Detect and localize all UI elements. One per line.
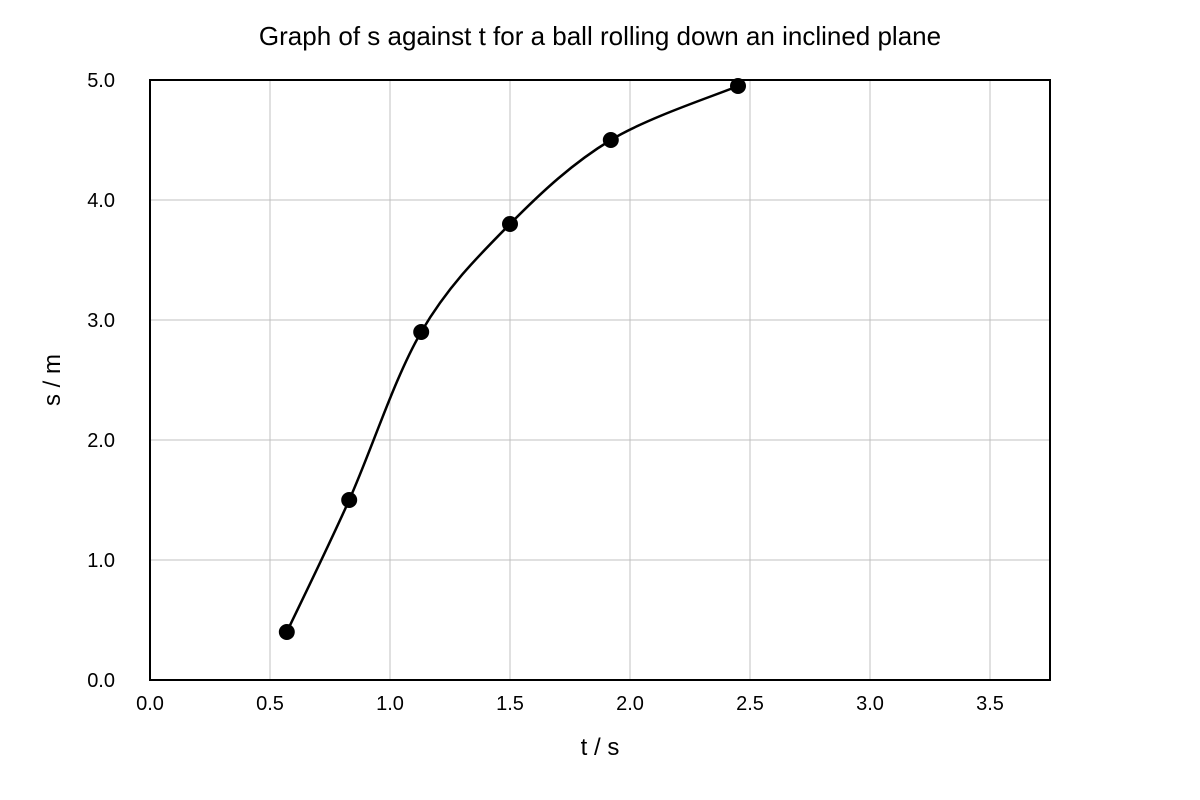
y-tick-label: 1.0 <box>87 550 115 572</box>
y-tick-label: 2.0 <box>87 430 115 452</box>
x-tick-label: 0.0 <box>136 693 164 715</box>
data-point <box>730 78 746 94</box>
chart-title: Graph of s against t for a ball rolling … <box>259 21 941 51</box>
data-point <box>602 132 619 148</box>
y-tick-label: 5.0 <box>87 70 115 92</box>
grid-lines <box>150 80 1050 680</box>
data-point <box>278 624 295 640</box>
y-tick-label: 0.0 <box>87 670 115 692</box>
x-tick-label: 3.5 <box>976 693 1004 715</box>
x-tick-label: 2.0 <box>616 693 644 715</box>
y-axis-ticks: 0.0 1.0 2.0 3.0 4.0 5.0 <box>87 70 115 692</box>
plot-frame <box>149 79 1051 681</box>
x-axis-ticks: 0.0 0.5 1.0 1.5 2.0 2.5 3.0 3.5 <box>136 693 1004 715</box>
y-tick-label: 3.0 <box>87 310 115 332</box>
data-point <box>413 324 430 340</box>
x-tick-label: 0.5 <box>256 693 284 715</box>
series-curve <box>285 84 739 633</box>
data-point <box>502 216 518 232</box>
data-point <box>341 492 358 508</box>
x-axis-label: t / s <box>581 734 620 761</box>
y-tick-label: 4.0 <box>87 190 115 212</box>
x-tick-label: 3.0 <box>856 693 884 715</box>
data-points <box>278 78 746 640</box>
x-tick-label: 1.5 <box>496 693 524 715</box>
y-axis-label: s / m <box>39 354 66 406</box>
x-tick-label: 1.0 <box>376 693 404 715</box>
x-tick-label: 2.5 <box>736 693 764 715</box>
